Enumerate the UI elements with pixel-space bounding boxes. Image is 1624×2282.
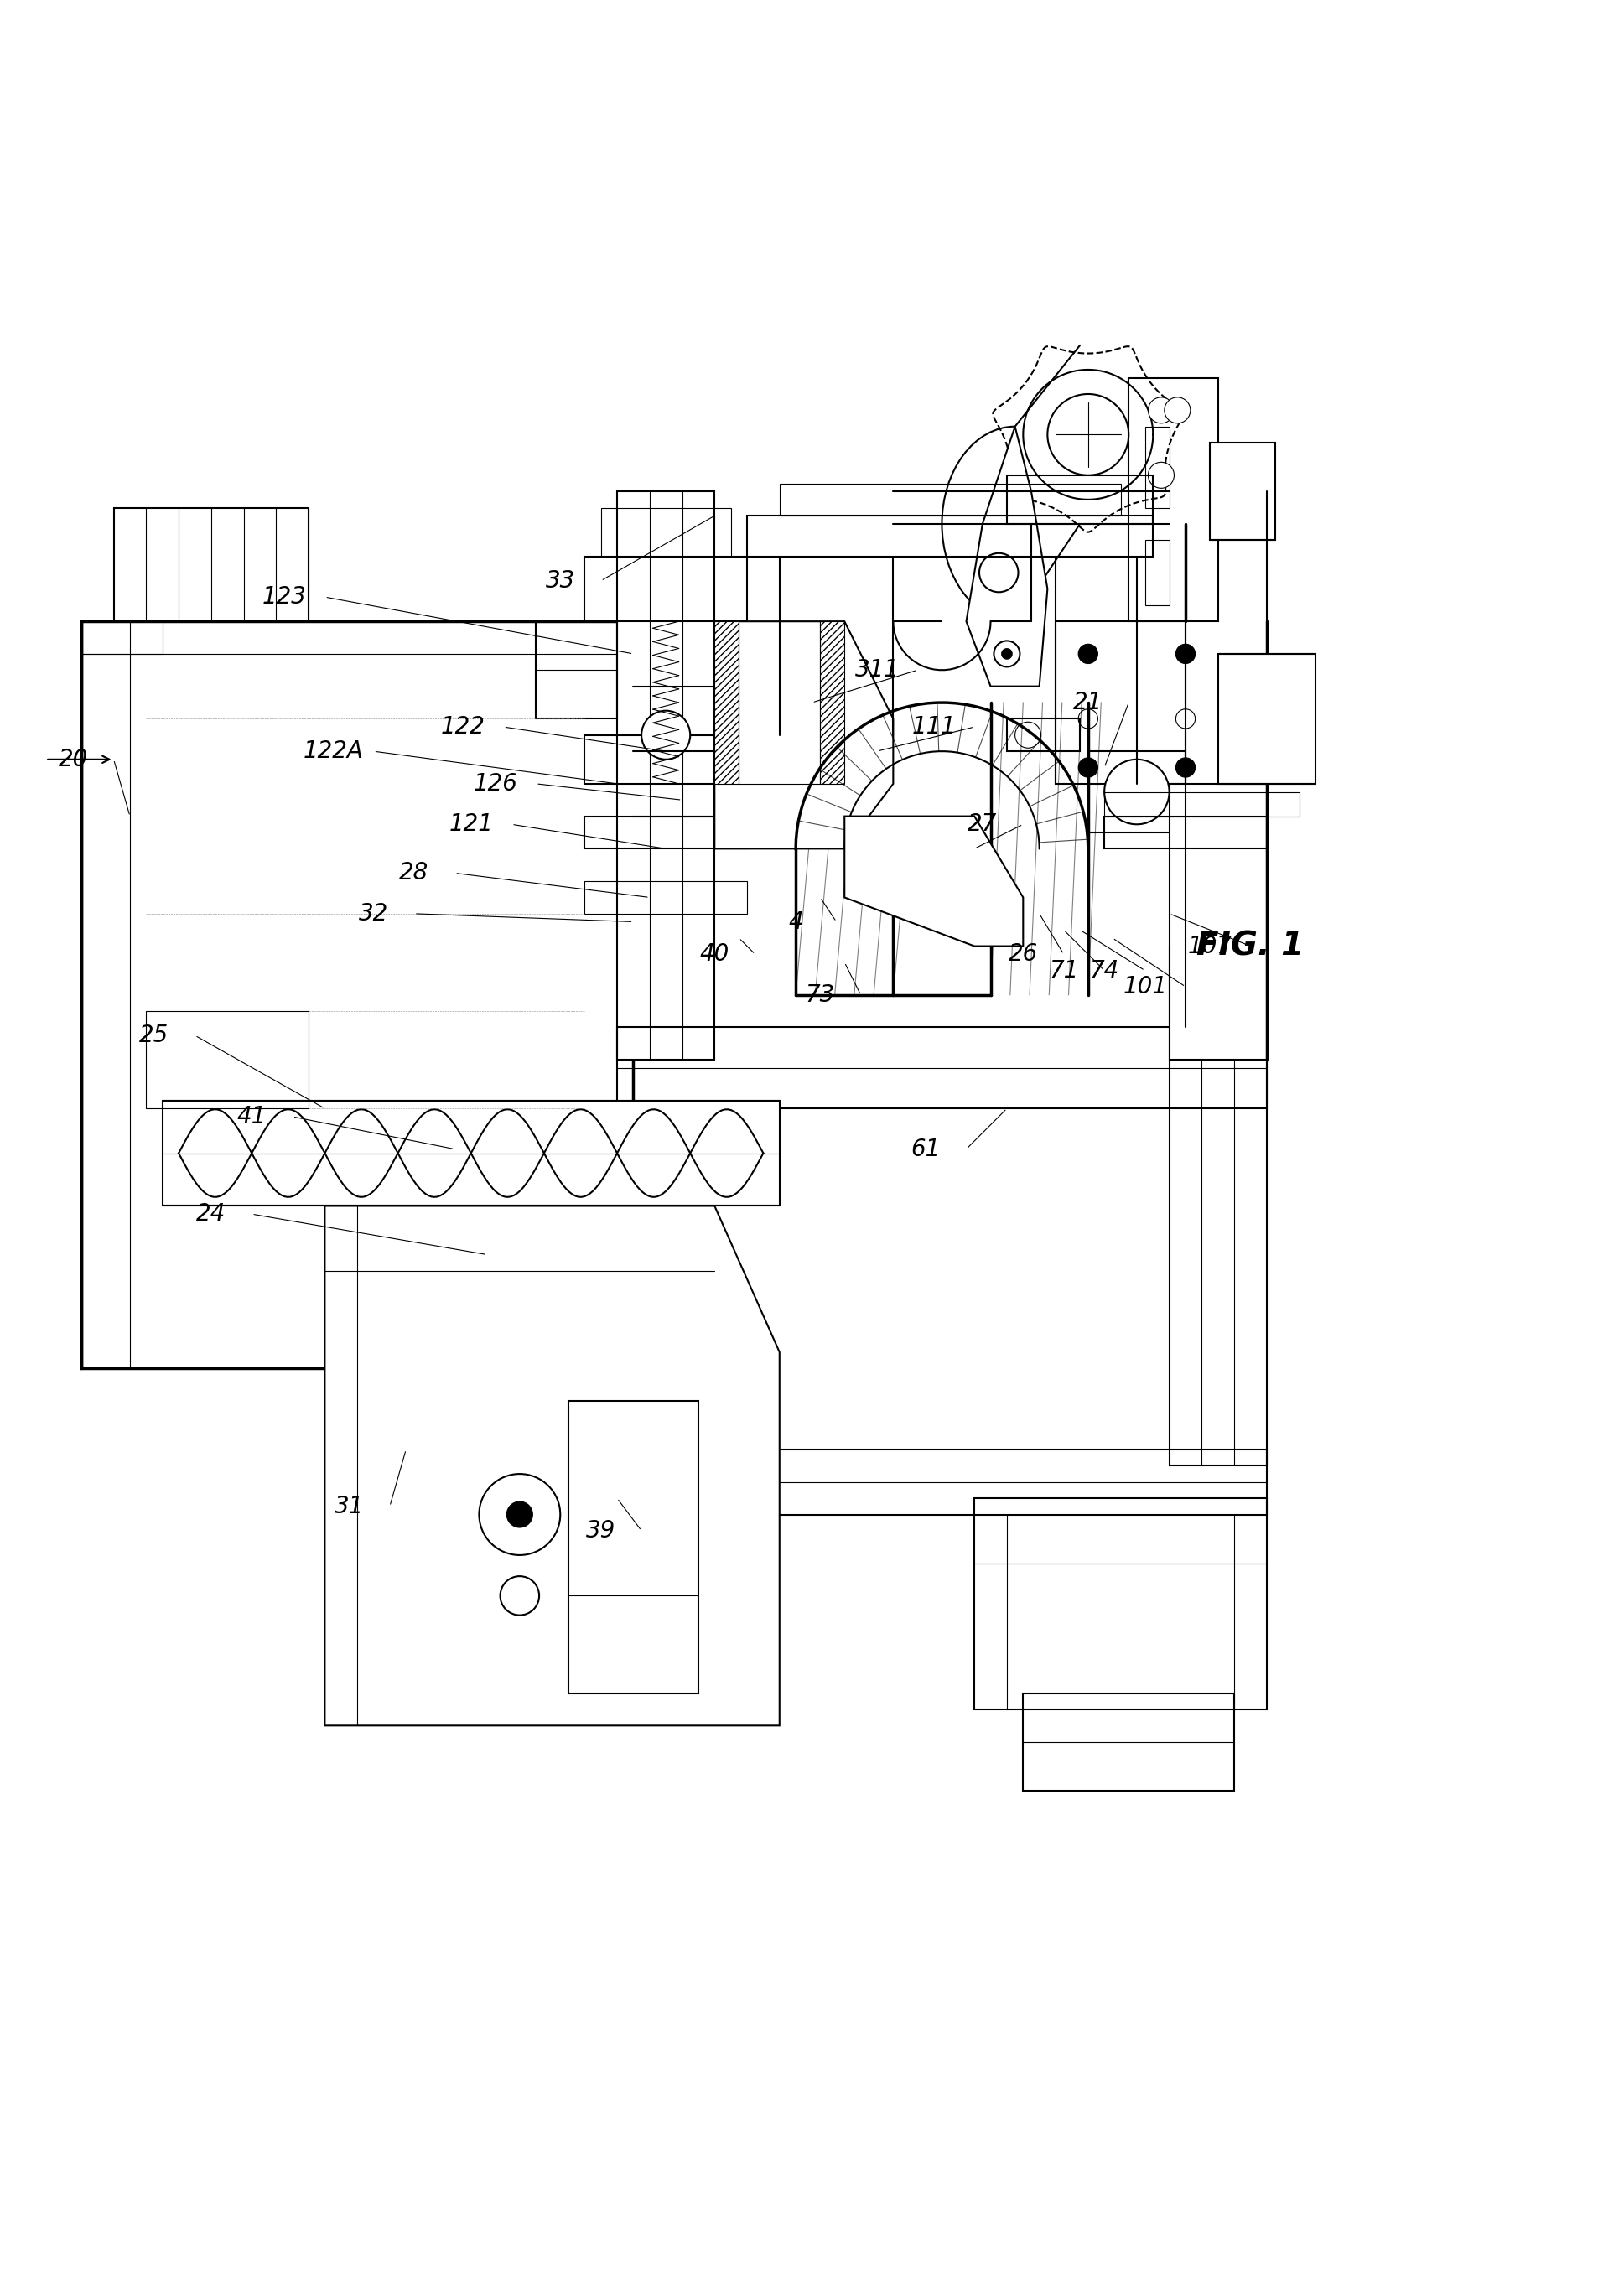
Circle shape — [479, 1474, 560, 1554]
Polygon shape — [844, 817, 1023, 947]
Bar — [1007, 719, 1080, 751]
Bar — [1210, 443, 1275, 541]
Circle shape — [500, 1577, 539, 1616]
Polygon shape — [325, 1205, 780, 1725]
Bar — [585, 817, 747, 849]
Circle shape — [994, 641, 1020, 666]
Circle shape — [641, 710, 690, 760]
Bar — [820, 621, 844, 783]
Bar — [1007, 475, 1153, 525]
Text: 40: 40 — [700, 942, 729, 965]
Bar — [585, 557, 747, 621]
Bar — [601, 507, 731, 557]
Text: 121: 121 — [448, 812, 494, 835]
Bar — [81, 621, 162, 655]
Bar — [1169, 783, 1267, 1059]
Bar — [747, 516, 1153, 557]
Text: 123: 123 — [261, 584, 307, 609]
Bar — [1088, 751, 1186, 833]
Bar — [780, 484, 1121, 516]
Polygon shape — [715, 621, 893, 849]
Bar — [1169, 947, 1267, 1465]
Text: 32: 32 — [359, 901, 388, 926]
Circle shape — [1078, 710, 1098, 728]
Text: 21: 21 — [1073, 691, 1103, 714]
Text: 74: 74 — [1090, 958, 1119, 981]
Text: 122: 122 — [440, 714, 486, 739]
Text: 101: 101 — [1122, 974, 1168, 1000]
Bar — [585, 881, 747, 913]
Text: 39: 39 — [586, 1520, 615, 1543]
Bar — [739, 621, 820, 783]
Circle shape — [1164, 397, 1190, 422]
Circle shape — [1015, 721, 1041, 748]
Text: 73: 73 — [806, 984, 835, 1006]
Bar — [1023, 1693, 1234, 1791]
Bar — [114, 507, 309, 621]
Bar — [1145, 427, 1169, 507]
Bar — [974, 1499, 1267, 1709]
Circle shape — [1176, 758, 1195, 778]
Text: 27: 27 — [968, 812, 997, 835]
Bar — [568, 1401, 698, 1693]
Text: 28: 28 — [400, 860, 429, 885]
Circle shape — [1148, 397, 1174, 422]
Text: FIG. 1: FIG. 1 — [1197, 931, 1304, 963]
Circle shape — [1002, 648, 1012, 659]
Polygon shape — [966, 427, 1047, 687]
Circle shape — [1078, 758, 1098, 778]
Text: 31: 31 — [335, 1495, 364, 1518]
Circle shape — [507, 1502, 533, 1527]
Text: 122A: 122A — [302, 739, 364, 762]
Bar — [162, 1100, 780, 1205]
Circle shape — [1148, 463, 1174, 488]
Text: 20: 20 — [58, 748, 88, 771]
Text: 24: 24 — [197, 1203, 226, 1225]
Bar — [81, 621, 633, 1369]
Circle shape — [1176, 644, 1195, 664]
Circle shape — [1078, 644, 1098, 664]
Bar — [1056, 621, 1186, 783]
Text: 111: 111 — [911, 714, 957, 739]
Text: 41: 41 — [237, 1104, 266, 1127]
Text: 26: 26 — [1009, 942, 1038, 965]
Text: 25: 25 — [140, 1025, 169, 1047]
Text: 4: 4 — [788, 911, 804, 933]
Text: 71: 71 — [1049, 958, 1078, 981]
Bar — [536, 621, 617, 719]
Text: 126: 126 — [473, 771, 518, 796]
Bar — [617, 491, 715, 1059]
Circle shape — [1176, 710, 1195, 728]
Bar — [1218, 655, 1315, 783]
Circle shape — [1047, 395, 1129, 475]
Bar — [146, 1011, 309, 1109]
Text: 33: 33 — [546, 568, 575, 593]
Text: 311: 311 — [854, 657, 900, 682]
Text: 107: 107 — [1187, 933, 1233, 958]
Bar — [1129, 379, 1218, 621]
Bar — [1104, 817, 1267, 849]
Bar — [617, 1449, 1267, 1515]
Bar — [617, 1027, 1267, 1109]
Circle shape — [1104, 760, 1169, 824]
Bar — [1145, 541, 1169, 605]
Bar — [1104, 792, 1299, 817]
Text: 61: 61 — [911, 1136, 940, 1162]
Bar — [715, 621, 739, 783]
Circle shape — [979, 552, 1018, 591]
Bar — [585, 735, 747, 783]
